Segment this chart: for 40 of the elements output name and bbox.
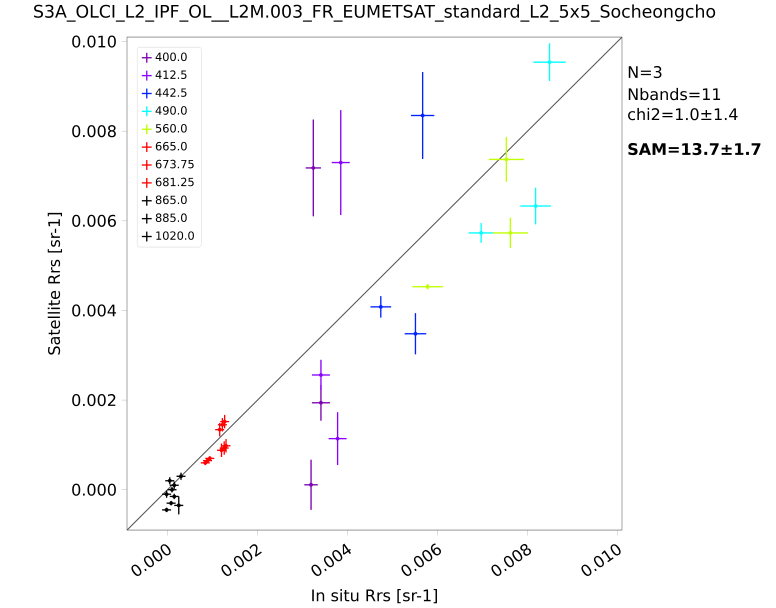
point bbox=[414, 332, 418, 336]
point bbox=[420, 114, 425, 118]
legend-label: 885.0 bbox=[156, 214, 187, 222]
point bbox=[479, 231, 484, 235]
chart-title: S3A_OLCI_L2_IPF_OL__L2M.003_FR_EUMETSAT_standard_L2_5x5_Socheongcho bbox=[34, 4, 716, 22]
legend-label: 865.0 bbox=[156, 196, 187, 204]
point bbox=[338, 160, 343, 165]
y-tick-label: 0.000 bbox=[72, 484, 116, 496]
text: chi2=1.0±1.4 bbox=[628, 108, 738, 120]
point bbox=[309, 483, 313, 487]
legend-label: 490.0 bbox=[156, 106, 187, 115]
legend-label: 442.5 bbox=[156, 88, 186, 97]
y-tick-label: 0.004 bbox=[72, 304, 116, 317]
y-tick-label: 0.006 bbox=[72, 214, 116, 227]
point bbox=[311, 166, 316, 170]
point bbox=[336, 436, 340, 441]
point bbox=[218, 428, 222, 432]
y-tick-label: 0.002 bbox=[72, 394, 116, 406]
point bbox=[378, 305, 383, 309]
y-tick-label: 0.008 bbox=[72, 125, 116, 138]
text: SAM=13.7±1.7 bbox=[628, 143, 760, 156]
point bbox=[534, 204, 538, 208]
point bbox=[548, 60, 552, 64]
legend-label: 665.0 bbox=[156, 142, 187, 151]
legend-label: 560.0 bbox=[156, 124, 187, 133]
point bbox=[176, 504, 181, 508]
point bbox=[319, 373, 323, 377]
legend-label: 400.0 bbox=[156, 52, 187, 62]
legend-label: 673.75 bbox=[156, 160, 194, 168]
y-tick-label: 0.010 bbox=[72, 36, 116, 48]
legend-label: 412.5 bbox=[156, 70, 186, 80]
y-axis-title: Satellite Rrs [sr-1] bbox=[48, 213, 62, 355]
x-axis-title: In situ Rrs [sr-1] bbox=[312, 589, 437, 604]
legend-label: 681.25 bbox=[156, 178, 194, 186]
point bbox=[508, 231, 512, 235]
text: Nbands=11 bbox=[628, 88, 720, 100]
legend-label: 1020.0 bbox=[156, 231, 194, 240]
text: N=3 bbox=[628, 66, 662, 78]
point bbox=[504, 158, 508, 162]
point bbox=[319, 401, 323, 405]
